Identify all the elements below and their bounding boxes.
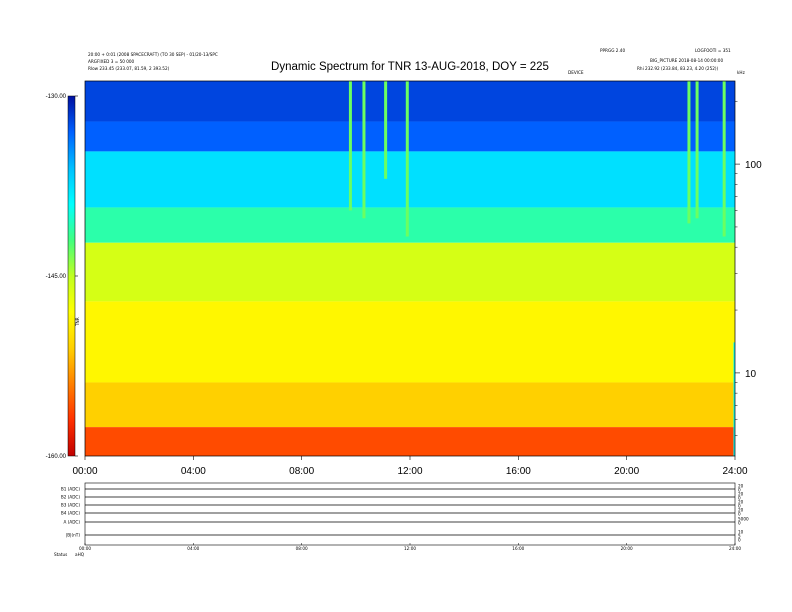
spectrum-heatmap — [85, 81, 735, 456]
lower-row-label: |B|(nT) — [66, 533, 81, 538]
radio-burst — [733, 342, 735, 456]
lower-row-label: B2 (ADC) — [61, 495, 81, 500]
header-left-3: Rlow 233.45 (233.07, 81.59, 2 393.52) — [88, 66, 170, 71]
header-center-tag: DEVICE — [568, 70, 584, 75]
header-right-3: BIG_PICTURE 2018-08-14 00:00:00 — [650, 58, 723, 63]
colorbar-tick-label: -145.00 — [46, 274, 67, 280]
lower-row-tick: 20 — [738, 508, 744, 513]
spectrum-band — [85, 382, 735, 428]
status-value: aHQ — [75, 552, 85, 557]
y-tick-label: 100 — [745, 160, 762, 171]
x-tick-label: 08:00 — [289, 466, 314, 477]
x-tick-label: 24:00 — [722, 466, 747, 477]
x-tick-label: 20:00 — [614, 466, 639, 477]
lower-row-tick: 5000 — [738, 517, 749, 522]
x-tick-label: 00:00 — [72, 466, 97, 477]
radio-burst — [348, 81, 352, 211]
lower-row-label: A (ADC) — [64, 520, 81, 525]
colorbar-tick-label: -130.00 — [46, 94, 67, 100]
lower-x-label: 20:00 — [621, 546, 633, 551]
header-left-1: 20:00 + 0:01 (2008 SPACECRAFT) (TO 30 SE… — [88, 52, 218, 57]
lower-row-label: B4 (ADC) — [61, 511, 81, 516]
radio-burst — [384, 81, 388, 179]
lower-row-tick: 0 — [738, 496, 741, 501]
header-left-2: ARGFIXED 3 = 50 000 — [88, 59, 135, 64]
x-tick-label: 16:00 — [506, 466, 531, 477]
radio-burst — [687, 81, 691, 224]
lower-row-tick: 10 — [738, 530, 744, 535]
lower-panel-frame — [84, 482, 736, 546]
radio-burst — [362, 81, 366, 219]
lower-row-tick: 20 — [738, 492, 744, 497]
radio-burst — [722, 81, 726, 237]
lower-x-label: 00:00 — [79, 546, 91, 551]
lower-row-tick: 0 — [738, 488, 741, 493]
x-tick-label: 04:00 — [181, 466, 206, 477]
lower-x-label: 04:00 — [187, 546, 199, 551]
colorbar-ticks: -130.00 -145.00 -160.00 — [46, 94, 78, 460]
header-right-2: LOGFOOTI = 351 — [695, 48, 731, 53]
lower-x-label: 24:00 — [729, 546, 741, 551]
spectrum-band — [85, 151, 735, 208]
lower-row-tick: 0 — [738, 538, 741, 543]
lower-row-tick: 20 — [738, 500, 744, 505]
lower-row-tick: 0 — [738, 512, 741, 517]
radio-burst — [405, 81, 409, 237]
lower-row-tick: 5 — [738, 534, 741, 539]
chart-title: Dynamic Spectrum for TNR 13-AUG-2018, DO… — [271, 61, 549, 73]
lower-x-label: 16:00 — [512, 546, 524, 551]
x-axis-ticks: 00:00 04:00 08:00 12:00 16:00 20:00 24:00 — [72, 456, 748, 477]
header-right-1: PPRGG 2.40 — [600, 48, 625, 53]
y-tick-label: 10 — [745, 369, 757, 380]
radio-burst — [695, 81, 699, 219]
lower-row-tick: 20 — [738, 484, 744, 489]
lower-x-label: 08:00 — [296, 546, 308, 551]
lower-x-label: 12:00 — [404, 546, 416, 551]
spectrum-band — [85, 301, 735, 383]
header-right-4: Rhi 232.92 (233.84, 83.23, 4.20 (252)) — [637, 66, 719, 71]
x-tick-label: 12:00 — [397, 466, 422, 477]
spectrum-band — [85, 121, 735, 152]
lower-row-tick: 0 — [738, 521, 741, 526]
colorbar — [67, 95, 76, 457]
spectrum-band — [85, 242, 735, 302]
spectrum-band — [85, 207, 735, 243]
lower-row-label: B3 (ADC) — [61, 503, 81, 508]
spectrum-band — [85, 81, 735, 122]
spectrum-band — [85, 427, 735, 456]
status-label: Status — [54, 552, 67, 557]
colorbar-label: TNR — [75, 317, 80, 327]
lower-row-tick: 0 — [738, 504, 741, 509]
header-corner-tag: kHz — [737, 70, 746, 75]
y-axis-ticks: 10 100 — [735, 100, 762, 437]
colorbar-tick-label: -160.00 — [46, 454, 67, 460]
lower-row-label: B1 (ADC) — [61, 487, 81, 492]
